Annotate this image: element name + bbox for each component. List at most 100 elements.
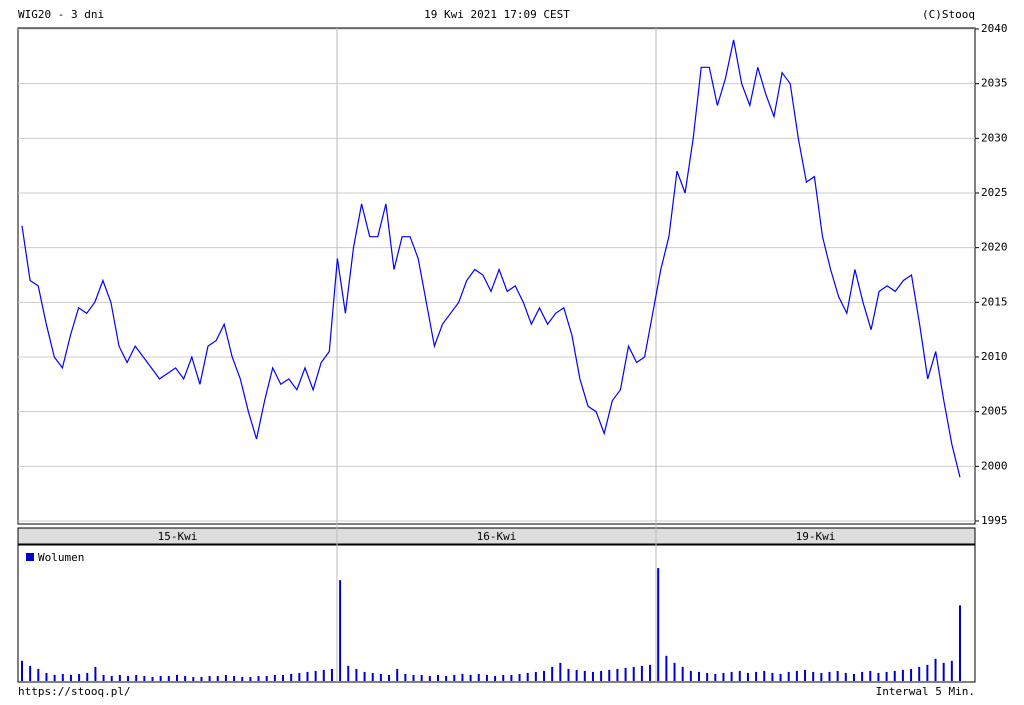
source: (C)Stooq: [922, 8, 975, 21]
volume-bar: [616, 668, 619, 681]
volume-bar: [461, 673, 464, 681]
volume-bar: [681, 666, 684, 681]
legend-swatch: [26, 553, 34, 561]
y-tick-label: 2015: [981, 295, 1008, 308]
volume-bar: [428, 675, 431, 681]
volume-bar: [689, 670, 692, 681]
volume-bar: [477, 673, 480, 681]
volume-bar: [624, 667, 627, 681]
chart-title: WIG20 - 3 dni: [18, 8, 104, 21]
volume-bar: [567, 668, 570, 681]
volume-bar: [901, 669, 904, 681]
volume-bar: [233, 675, 236, 681]
volume-bar: [69, 674, 72, 681]
volume-bar: [934, 658, 937, 681]
volume-bar: [755, 671, 758, 681]
volume-bar: [330, 668, 333, 681]
volume-bar: [388, 674, 391, 681]
price-line: [21, 39, 961, 478]
volume-bar: [175, 674, 178, 681]
volume-bar: [135, 674, 138, 681]
volume-bar: [852, 673, 855, 681]
volume-bar: [78, 673, 81, 681]
volume-bar: [396, 668, 399, 681]
volume-bar: [159, 675, 162, 681]
volume-bar: [795, 670, 798, 681]
volume-bar: [738, 670, 741, 681]
volume-bar: [828, 671, 831, 681]
volume-bar: [559, 662, 562, 681]
volume-bar: [640, 665, 643, 681]
volume-bar: [436, 674, 439, 681]
y-tick-label: 2040: [981, 22, 1008, 35]
volume-bar: [355, 668, 358, 681]
datetime: 19 Kwi 2021 17:09 CEST: [424, 8, 570, 21]
y-tick-label: 2020: [981, 241, 1008, 254]
volume-bar: [282, 674, 285, 681]
y-tick-label: 2000: [981, 459, 1008, 472]
y-tick-label: 2005: [981, 405, 1008, 418]
volume-bar: [746, 672, 749, 681]
volume-bar: [224, 674, 227, 681]
volume-bar: [314, 670, 317, 681]
volume-bar: [445, 675, 448, 681]
volume-bar: [404, 673, 407, 681]
volume-bar: [543, 670, 546, 681]
volume-bar: [110, 675, 113, 681]
volume-bar: [502, 674, 505, 681]
volume-bar: [861, 671, 864, 681]
volume-bar: [697, 671, 700, 681]
date-bar: [17, 527, 976, 545]
volume-bar: [942, 662, 945, 681]
price-frame: [17, 27, 976, 525]
volume-bar: [910, 668, 913, 681]
volume-bar: [779, 673, 782, 681]
volume-bar: [812, 671, 815, 681]
volume-bar: [94, 666, 97, 681]
y-tick-label: 2010: [981, 350, 1008, 363]
volume-bar: [893, 670, 896, 681]
volume-bar: [53, 674, 56, 681]
volume-bar: [665, 655, 668, 681]
volume-bar: [371, 672, 374, 681]
volume-bar: [918, 666, 921, 681]
volume-bar: [959, 605, 961, 681]
volume-bar: [102, 674, 105, 681]
volume-bar: [347, 665, 350, 681]
volume-bar: [494, 675, 497, 681]
volume-bar: [706, 672, 709, 681]
volume-bar: [412, 674, 415, 681]
volume-bar: [926, 664, 929, 681]
volume-bar: [763, 670, 766, 681]
volume-bar: [453, 674, 456, 681]
volume-bar: [273, 674, 276, 681]
volume-bar: [216, 675, 219, 681]
y-tick-label: 2030: [981, 131, 1008, 144]
y-tick-label: 2035: [981, 77, 1008, 90]
volume-bar: [583, 670, 586, 681]
volume-bar: [208, 675, 211, 681]
volume-frame: [17, 544, 976, 683]
volume-bar: [575, 669, 578, 681]
volume-bar: [241, 676, 244, 681]
volume-bar: [730, 671, 733, 681]
volume-bar: [265, 675, 268, 681]
footer-interval: Interwal 5 Min.: [876, 685, 975, 698]
volume-bar: [192, 676, 195, 681]
volume-bar: [844, 672, 847, 681]
x-tick-label: 19-Kwi: [796, 530, 836, 543]
volume-bar: [591, 671, 594, 681]
volume-bar: [649, 664, 652, 681]
legend-label: Wolumen: [38, 551, 84, 564]
volume-bar: [950, 660, 953, 681]
volume-bar: [714, 673, 717, 681]
volume-bar: [608, 669, 611, 681]
volume-bar: [787, 671, 790, 681]
x-tick-label: 16-Kwi: [477, 530, 517, 543]
volume-bar: [151, 676, 154, 681]
volume-bar: [526, 672, 529, 681]
volume-bar: [600, 670, 603, 681]
volume-bar: [322, 669, 325, 681]
footer-url: https://stooq.pl/: [18, 685, 131, 698]
